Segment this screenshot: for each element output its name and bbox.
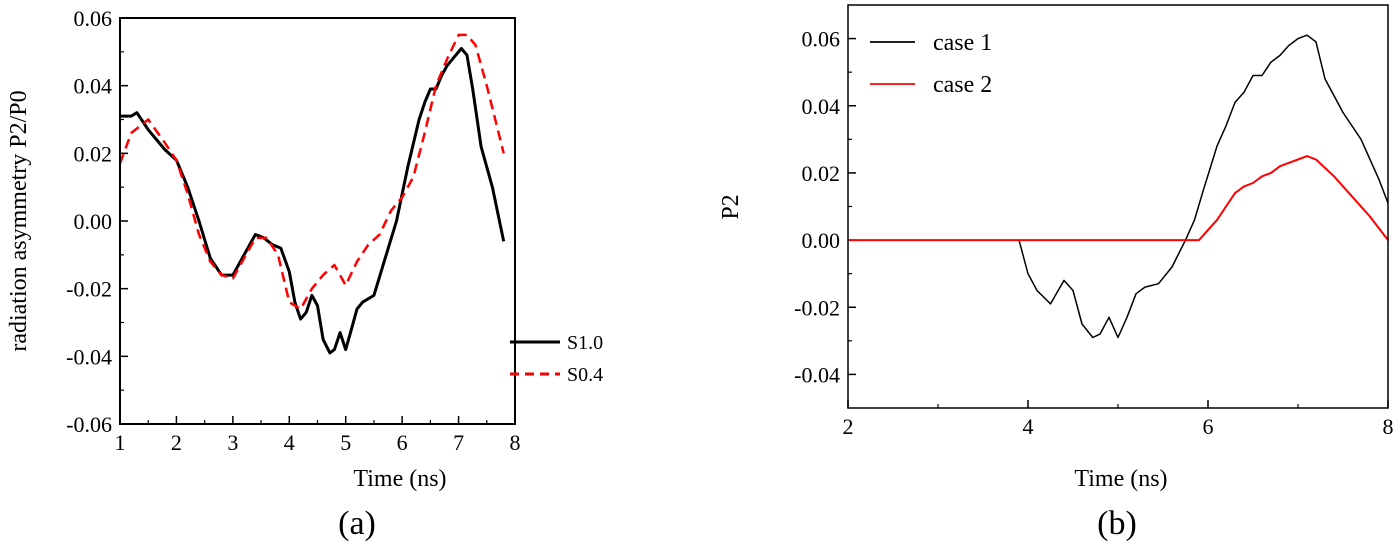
legend-label-s0-4: S0.4	[567, 364, 603, 386]
y-tick-label: 0.04	[74, 74, 113, 99]
y-tick-label: 0.00	[802, 228, 841, 253]
panel-label-b: (b)	[1097, 505, 1137, 542]
series-line-case-1	[1018, 34, 1389, 339]
y-axis-title-a: radiation asymmetry P2/P0	[6, 90, 32, 351]
x-tick-label: 7	[453, 430, 464, 455]
x-tick-label: 3	[227, 430, 238, 455]
series-line-s0-4	[118, 33, 505, 311]
y-tick-label: -0.02	[794, 295, 840, 320]
legend-label-case-1: case 1	[933, 30, 992, 56]
x-tick-label: 6	[1203, 414, 1214, 439]
plot-area-b: 2 4 6 8 -0.04 -0.02 0.00 0.02 0.04 0.06	[794, 27, 1393, 439]
x-tick-label: 2	[171, 430, 182, 455]
series-line-case-2	[848, 155, 1389, 242]
plot-frame-b	[847, 4, 1389, 409]
y-tick-label: -0.04	[66, 344, 112, 369]
series-line-s1-0	[120, 47, 506, 355]
chart-panel-a: 1 2 3 4 5 6 7 8-0.06-0.04-0.020.000.020.040.06 …	[6, 6, 603, 542]
panel-label-a: (a)	[338, 505, 376, 542]
y-axis-title-b: P2	[718, 194, 744, 219]
x-tick-label: 6	[397, 430, 408, 455]
legend-b: case 1 case 2	[870, 30, 992, 98]
y-tick-label: -0.06	[66, 412, 112, 437]
x-tick-label: 2	[843, 414, 854, 439]
x-tick-label: 8	[1383, 414, 1394, 439]
plot-area-a: 1 2 3 4 5 6 7 8 -0.06 -0.04 -0.02 0.00 0.02 0.04 0.06	[66, 6, 520, 455]
x-tick-label: 4	[1023, 414, 1034, 439]
y-tick-label: 0.06	[74, 6, 113, 31]
x-axis-title-b: Time (ns)	[1074, 466, 1167, 492]
chart-panel-b: 2 4 6 8 -0.04 -0.02 0.00 0.02 0.04 0.06 Time (ns)…	[718, 4, 1394, 542]
y-tick-label: 0.00	[74, 209, 113, 234]
y-tick-label: 0.04	[802, 94, 841, 119]
x-tick-label: 8	[510, 430, 521, 455]
y-tick-label: 0.06	[802, 27, 841, 52]
x-tick-label: 4	[284, 430, 295, 455]
x-axis-title-a: Time (ns)	[353, 466, 446, 492]
x-tick-label: 1	[115, 430, 126, 455]
y-tick-label: -0.02	[66, 277, 112, 302]
plot-frame-a	[119, 17, 516, 425]
x-tick-label: 5	[340, 430, 351, 455]
y-tick-label: 0.02	[74, 141, 113, 166]
y-tick-label: -0.04	[794, 362, 840, 387]
legend-a: S1.0 S0.4	[510, 332, 603, 386]
legend-label-s1-0: S1.0	[567, 332, 603, 354]
legend-label-case-2: case 2	[933, 72, 992, 98]
y-tick-label: 0.02	[802, 161, 841, 186]
